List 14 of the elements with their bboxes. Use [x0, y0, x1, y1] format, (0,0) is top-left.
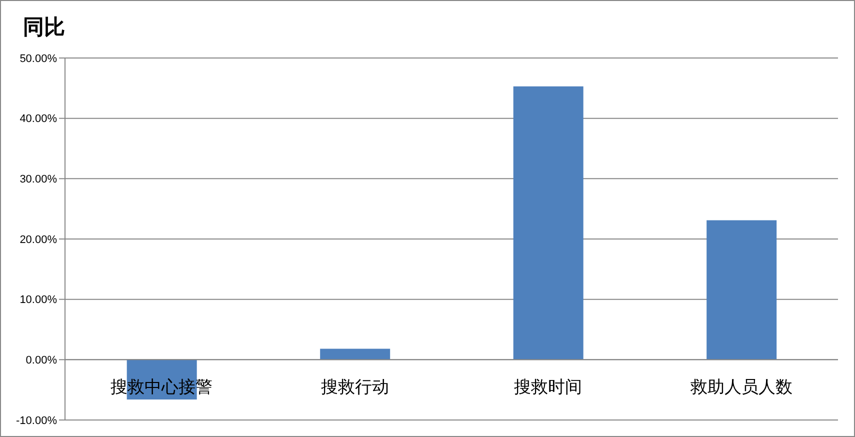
x-tick-label: 搜救时间: [514, 378, 582, 398]
y-tick-label: 50.00%: [20, 52, 58, 65]
bar: [320, 348, 390, 360]
x-tick-label: 搜救行动: [320, 378, 389, 398]
y-tick-label: 30.00%: [20, 174, 58, 186]
y-tick-label: 10.00%: [20, 294, 58, 306]
y-tick-label: 20.00%: [20, 234, 58, 246]
bar: [513, 86, 584, 360]
y-tick-label: 0.00%: [26, 354, 58, 367]
y-tick-label: 40.00%: [20, 113, 58, 126]
bar: [706, 220, 777, 360]
x-tick-label: 救助人员人数: [689, 378, 792, 398]
chart-title: 同比: [23, 14, 65, 41]
y-tick-label: -10.00%: [16, 414, 58, 427]
